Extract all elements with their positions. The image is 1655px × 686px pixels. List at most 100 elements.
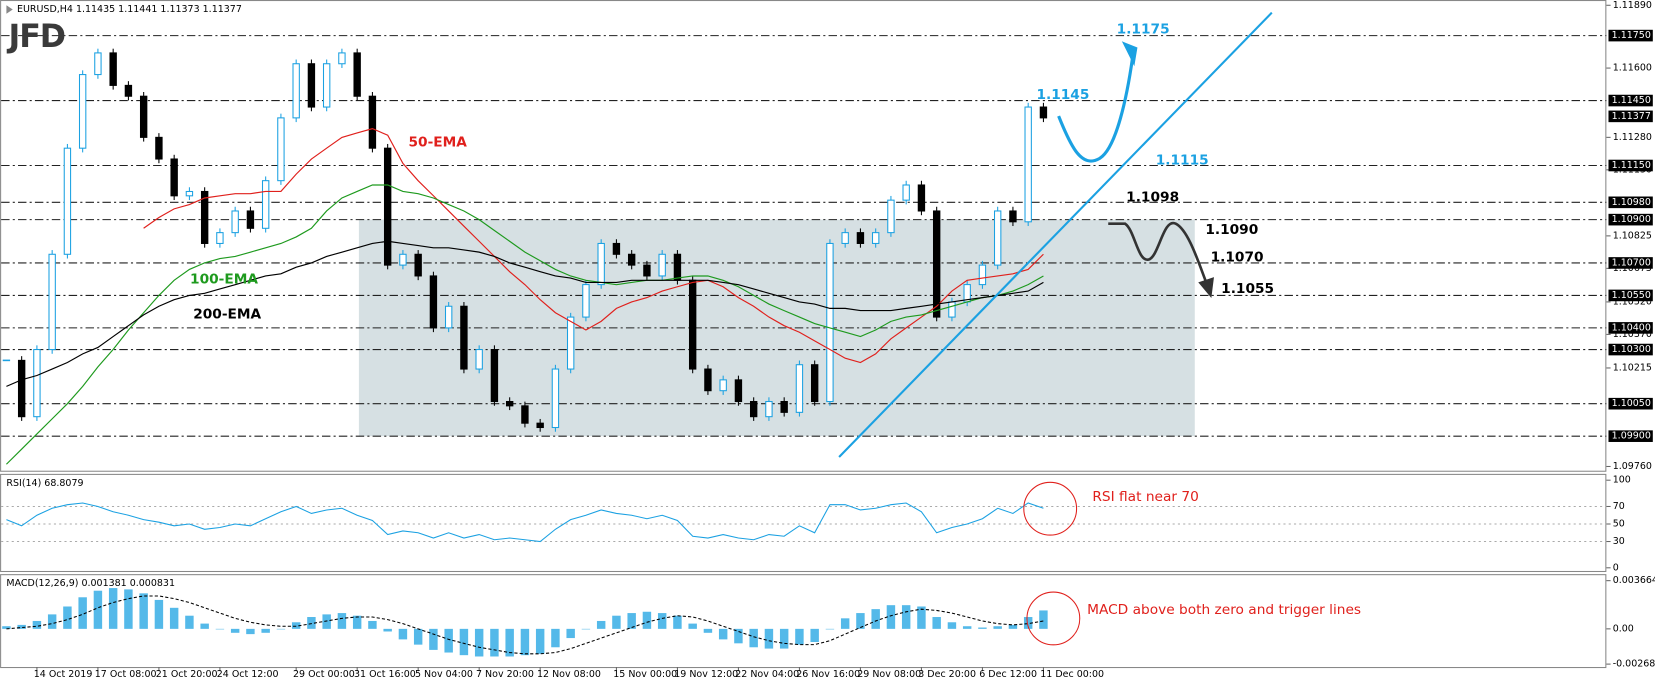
histogram-bar (368, 620, 377, 629)
level-label: 1.10980 (1612, 197, 1651, 208)
x-tick-label: 17 Oct 08:00 (95, 669, 157, 680)
candle (688, 279, 697, 370)
candle (200, 190, 209, 244)
x-tick-label: 5 Nov 04:00 (415, 669, 473, 680)
candle (887, 199, 895, 234)
candle (475, 349, 483, 370)
histogram-bar (474, 628, 484, 657)
histogram-bar (932, 617, 941, 629)
x-tick-label: 3 Dec 20:00 (918, 669, 976, 680)
histogram-bar (840, 618, 850, 629)
histogram-bar (871, 609, 880, 629)
histogram-bar (413, 628, 423, 645)
level-label-box (1608, 430, 1653, 442)
histogram-bar (78, 597, 87, 629)
histogram-bar (520, 628, 530, 656)
candle (460, 305, 468, 370)
candle (658, 253, 666, 277)
histogram-bar (627, 613, 636, 629)
histogram-bar (718, 628, 728, 640)
candle (139, 95, 148, 138)
candle (444, 305, 453, 329)
candle (978, 264, 987, 286)
histogram-bar (17, 624, 26, 629)
histogram-bar (490, 628, 499, 657)
histogram-bar (962, 626, 972, 629)
histogram-bar (764, 628, 774, 649)
y-tick-label: -0.00268 (1613, 659, 1655, 670)
candle (917, 184, 926, 212)
price-pane (0, 0, 1607, 472)
level-label: 1.10900 (1612, 214, 1651, 225)
level-label: 1.11750 (1612, 30, 1651, 41)
candle (932, 210, 941, 318)
current-price-box (1608, 110, 1653, 123)
x-tick-label: 29 Nov 08:00 (857, 669, 921, 680)
y-tick-label: 1.11600 (1613, 63, 1652, 74)
histogram-bar (1023, 617, 1033, 629)
y-tick-label: 1.10825 (1613, 230, 1652, 241)
histogram-bar (1039, 610, 1048, 629)
histogram-bar (108, 588, 118, 629)
macd-annotation: MACD above both zero and trigger lines (1087, 602, 1361, 618)
histogram-bar (93, 590, 103, 629)
histogram-bar (993, 626, 1002, 629)
line (6, 502, 1044, 543)
candle (1039, 106, 1048, 119)
bull-arrowhead (1121, 41, 1138, 67)
macd-pane (0, 574, 1607, 669)
x-tick-label: 29 Oct 00:00 (293, 669, 355, 680)
x-tick-label: 19 Nov 12:00 (674, 669, 738, 680)
candle (856, 232, 865, 244)
y-tick-label: 1.11280 (1613, 132, 1652, 143)
annotation: 1.1115 (1156, 152, 1209, 168)
histogram-bar (673, 615, 682, 629)
annotation: 1.1055 (1221, 281, 1274, 297)
candle (566, 316, 575, 370)
histogram-bar (185, 615, 194, 629)
candle (48, 253, 56, 351)
line (6, 595, 1044, 655)
x-tick-label: 31 Oct 16:00 (354, 669, 416, 680)
y-tick-label: 0.00 (1613, 623, 1634, 634)
level-label-box (1608, 159, 1653, 172)
histogram-bar (230, 628, 240, 633)
histogram-bar (505, 628, 514, 657)
trend-line (838, 11, 1273, 458)
candle (749, 400, 758, 418)
annotation: 1.1098 (1126, 189, 1179, 205)
histogram-bar (779, 628, 789, 649)
y-tick-label: 100 (1613, 475, 1631, 486)
level-label: 1.10700 (1612, 257, 1651, 268)
annotation: 1.1090 (1205, 222, 1258, 238)
histogram-bar (1008, 624, 1018, 629)
x-tick-label: 26 Nov 16:00 (796, 669, 860, 680)
histogram-bar (398, 628, 408, 640)
rsi-pane (0, 473, 1607, 573)
candle (627, 253, 636, 266)
histogram-bar (886, 605, 896, 629)
series-label: 100-EMA (190, 272, 258, 288)
histogram-bar (291, 622, 301, 629)
candle (612, 242, 621, 255)
candle (993, 210, 1002, 266)
histogram-bar (825, 628, 835, 630)
candle (765, 400, 773, 418)
candle (63, 147, 72, 255)
candle (490, 349, 499, 403)
y-tick-label: 1.10370 (1613, 329, 1652, 340)
candle (536, 422, 544, 429)
histogram-bar (688, 623, 697, 629)
histogram-bar (947, 622, 957, 629)
candle (292, 63, 300, 119)
candle (78, 74, 87, 149)
level-label: 1.10050 (1612, 398, 1651, 409)
candle (261, 180, 270, 229)
annotation: 1.1070 (1211, 250, 1264, 266)
level-label-box (1608, 94, 1653, 107)
y-tick-label: 70 (1613, 501, 1625, 512)
x-tick-label: 15 Nov 00:00 (613, 669, 677, 680)
histogram-bar (657, 613, 667, 629)
